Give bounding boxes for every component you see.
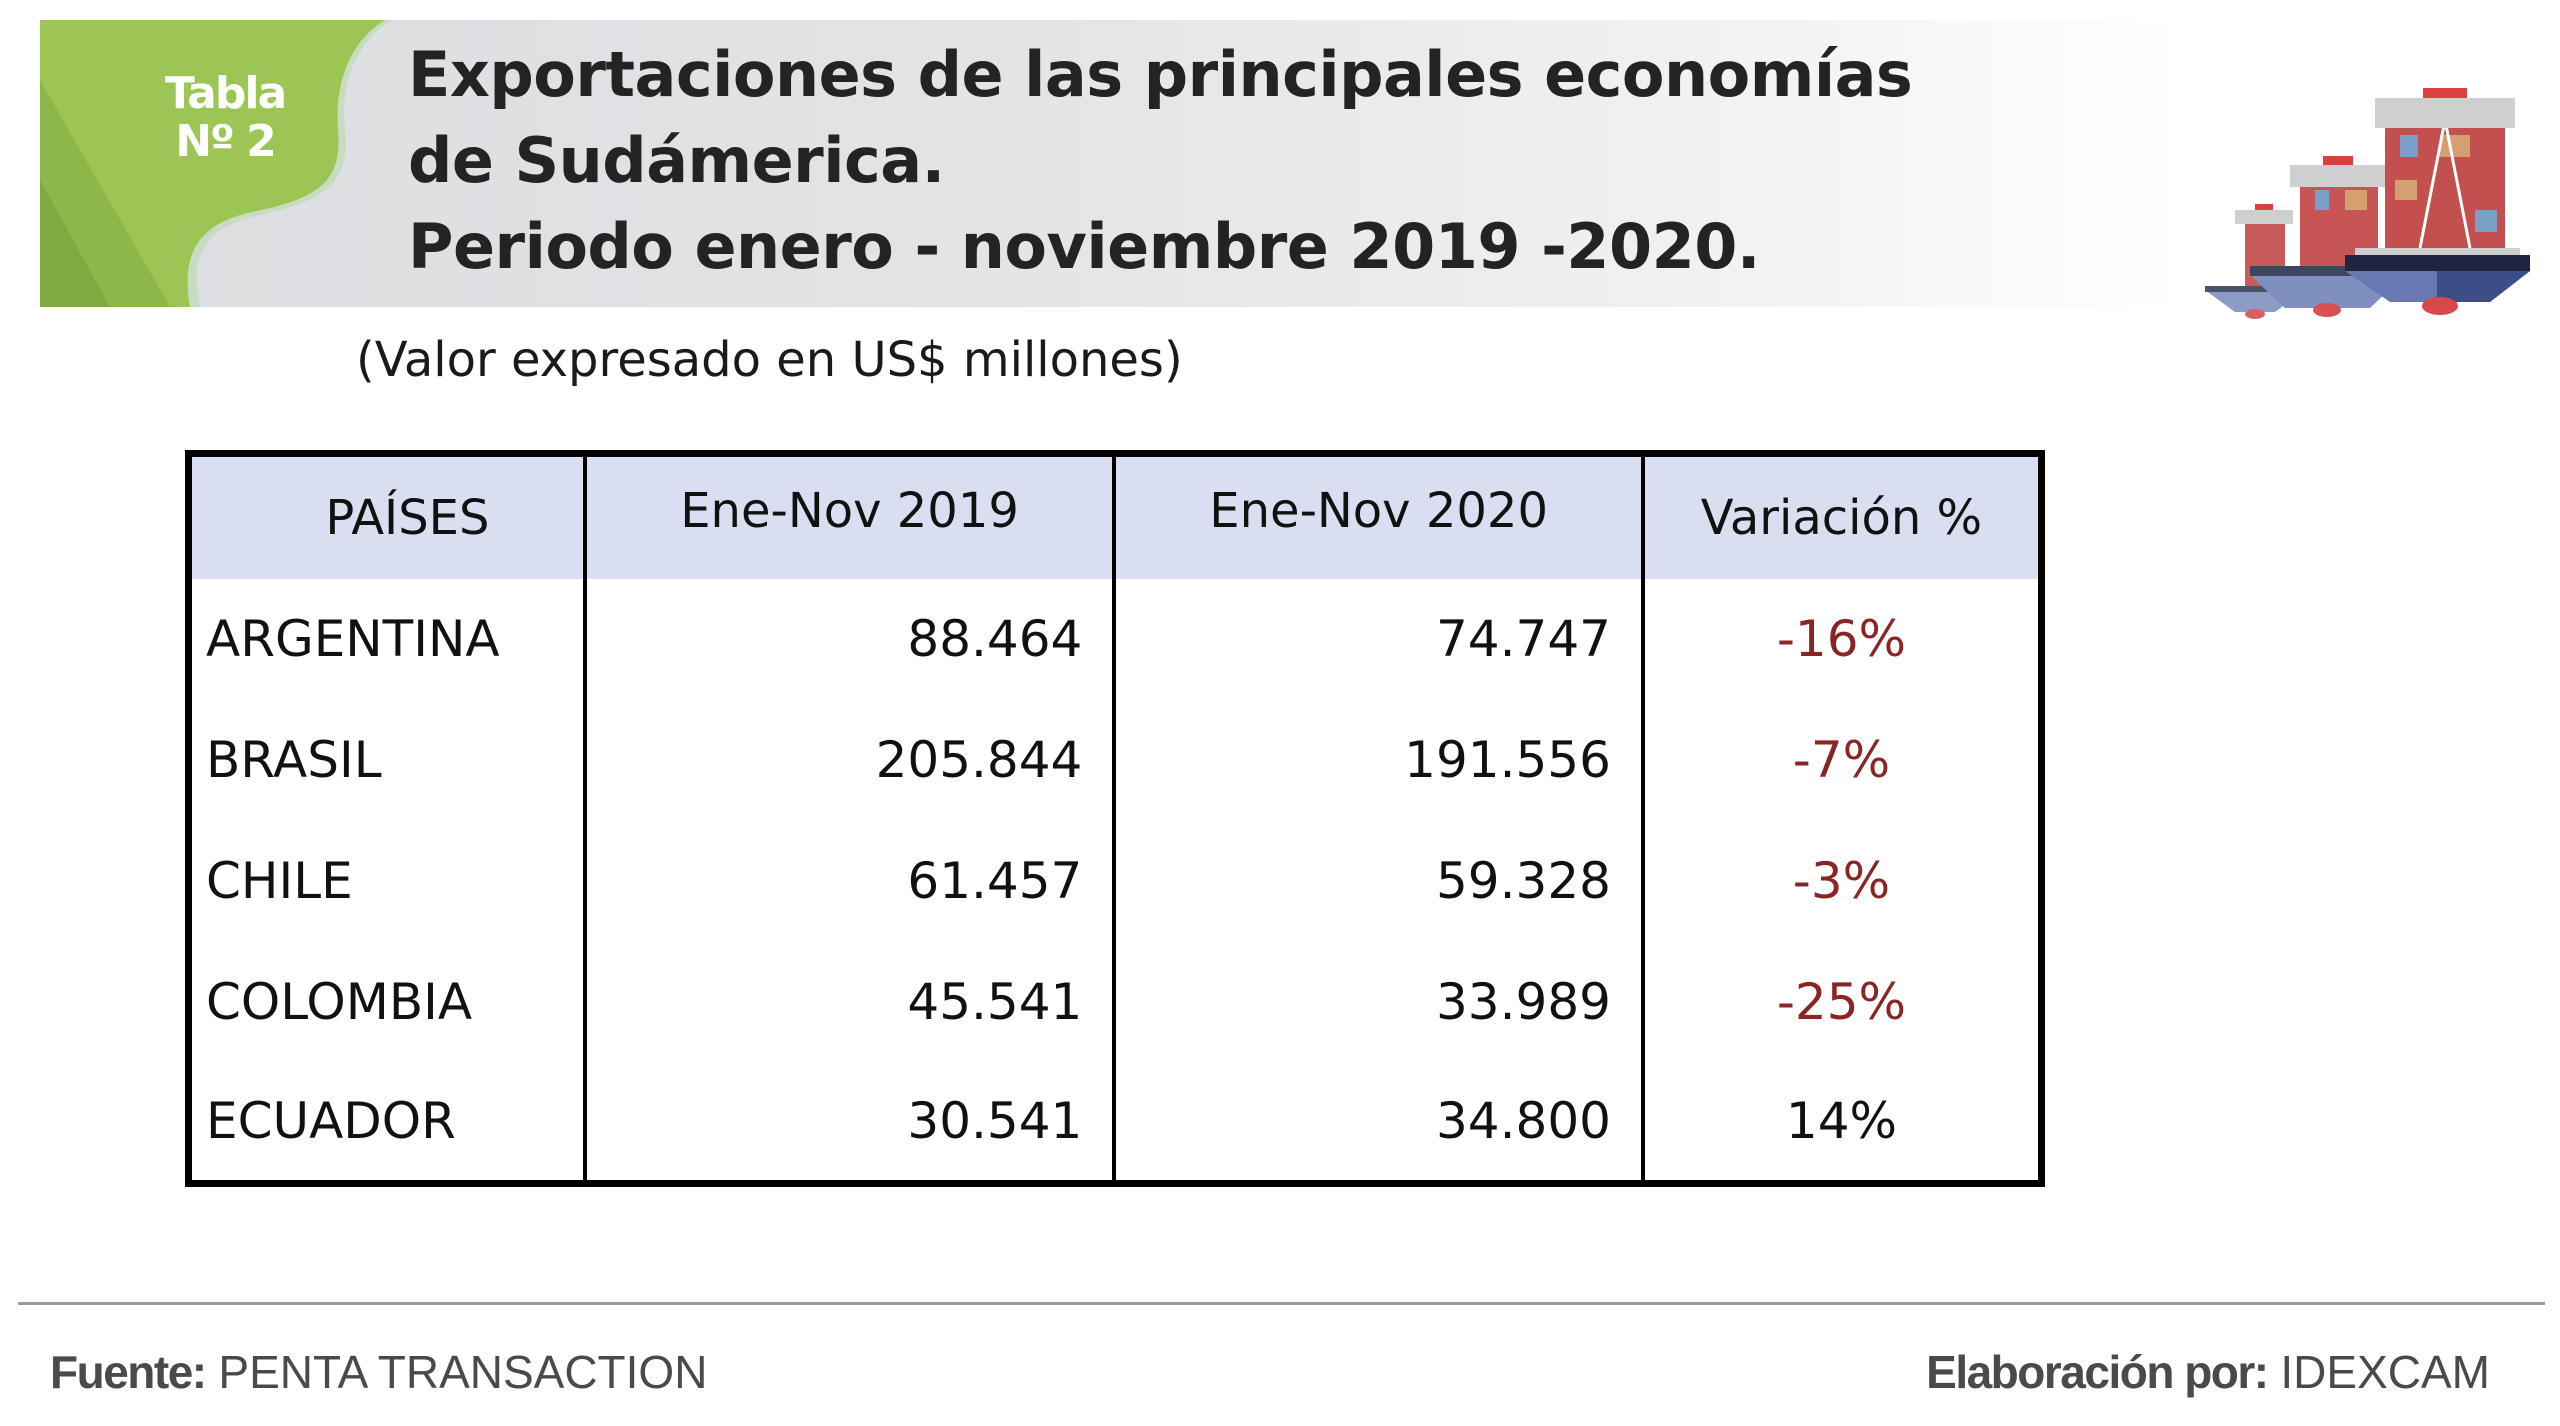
table-row: BRASIL 205.844 191.556 -7% <box>189 699 2042 821</box>
country-cell: COLOMBIA <box>206 973 473 1031</box>
variation-cell: -16% <box>1640 578 2042 700</box>
page-title: Exportaciones de las principales economí… <box>408 32 1913 290</box>
column-header-2019: Ene-Nov 2019 <box>582 453 1115 579</box>
units-note: (Valor expresado en US$ millones) <box>356 332 1183 388</box>
header-banner: Tabla Nº 2 Exportaciones de las principa… <box>40 20 2180 307</box>
table-row: CHILE 61.457 59.328 -3% <box>189 820 2042 942</box>
value-2019-cell: 61.457 <box>582 820 1115 942</box>
column-header-countries: PAÍSES <box>188 453 585 579</box>
value-2019-cell: 88.464 <box>582 578 1115 700</box>
value-2020-cell: 59.328 <box>1112 820 1643 942</box>
badge-line2: Nº 2 <box>175 116 277 167</box>
value-2019-cell: 205.844 <box>582 699 1115 821</box>
source-value: PENTA TRANSACTION <box>218 1346 708 1398</box>
table-row: ARGENTINA 88.464 74.747 -16% <box>189 578 2042 700</box>
variation-cell: 14% <box>1640 1062 2042 1184</box>
value-2020-cell: 33.989 <box>1112 941 1643 1063</box>
value-2020-cell: 191.556 <box>1112 699 1643 821</box>
title-line3: Periodo enero - noviembre 2019 -2020. <box>408 210 1760 283</box>
source-credit: Fuente: PENTA TRANSACTION <box>50 1345 707 1399</box>
title-line1: Exportaciones de las principales economí… <box>408 38 1913 111</box>
author-value: IDEXCAM <box>2280 1346 2490 1398</box>
country-cell: ARGENTINA <box>206 610 500 668</box>
table-number-badge: Tabla Nº 2 <box>110 70 340 166</box>
column-header-2020: Ene-Nov 2020 <box>1112 453 1643 579</box>
title-line2: de Sudámerica. <box>408 124 945 197</box>
value-2019-cell: 30.541 <box>582 1062 1115 1184</box>
variation-cell: -3% <box>1640 820 2042 942</box>
large-ship-icon <box>2345 88 2530 315</box>
table-row: COLOMBIA 45.541 33.989 -25% <box>189 941 2042 1063</box>
country-cell: CHILE <box>206 852 353 910</box>
author-credit: Elaboración por: IDEXCAM <box>1926 1345 2490 1399</box>
badge-line1: Tabla <box>164 68 287 119</box>
footer-divider <box>18 1302 2545 1305</box>
variation-cell: -25% <box>1640 941 2042 1063</box>
table-body: ARGENTINA 88.464 74.747 -16% BRASIL 205.… <box>189 578 2042 1184</box>
cargo-ships-illustration <box>2205 88 2530 319</box>
author-label: Elaboración por: <box>1926 1346 2269 1398</box>
table-header-row: PAÍSES Ene-Nov 2019 Ene-Nov 2020 Variaci… <box>188 453 2042 579</box>
exports-table: PAÍSES Ene-Nov 2019 Ene-Nov 2020 Variaci… <box>185 450 2045 1187</box>
country-cell: ECUADOR <box>206 1092 456 1151</box>
source-label: Fuente: <box>50 1346 207 1398</box>
country-cell: BRASIL <box>206 731 382 789</box>
green-wave-decoration <box>40 20 392 307</box>
table-row: ECUADOR 30.541 34.800 14% <box>189 1062 2042 1184</box>
value-2020-cell: 74.747 <box>1112 578 1643 700</box>
value-2019-cell: 45.541 <box>582 941 1115 1063</box>
column-header-variation: Variación % <box>1640 453 2042 579</box>
variation-cell: -7% <box>1640 699 2042 821</box>
value-2020-cell: 34.800 <box>1112 1062 1643 1184</box>
